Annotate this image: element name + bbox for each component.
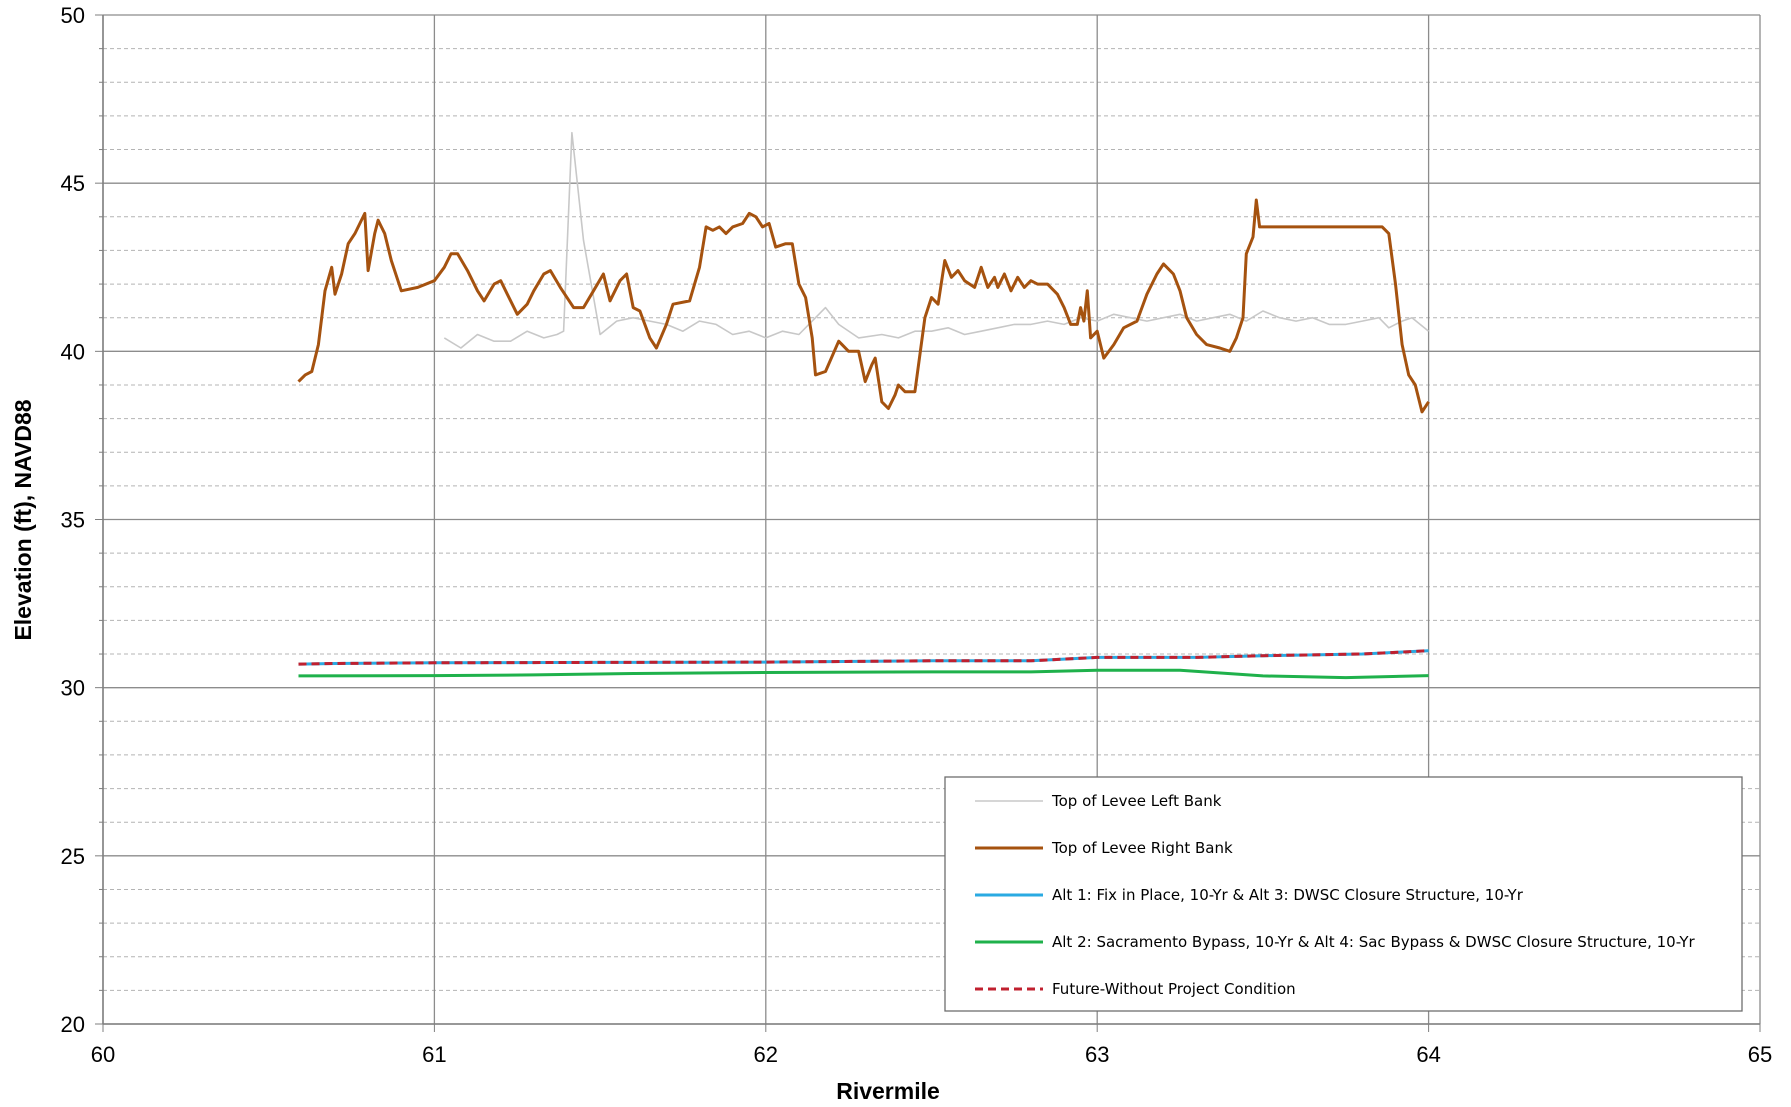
tick-labels: 20 25 30 35 40 45 50 60 61 62 63 64 65 [61,3,1773,1067]
x-tick-label: 65 [1748,1042,1772,1067]
series-layer [297,131,1430,680]
legend-label-3: Alt 1: Fix in Place, 10-Yr & Alt 3: DWSC… [1052,886,1524,904]
legend-label-2: Top of Levee Right Bank [1051,839,1233,857]
y-tick-label: 30 [61,676,85,701]
x-tick-label: 60 [91,1042,115,1067]
x-tick-label: 64 [1416,1042,1440,1067]
y-tick-label: 50 [61,3,85,28]
x-tick-label: 62 [754,1042,778,1067]
y-axis-title: Elevation (ft), NAVD88 [10,399,36,640]
y-tick-label: 45 [61,171,85,196]
legend: Top of Levee Left Bank Top of Levee Right… [944,776,1743,1012]
x-tick-label: 63 [1085,1042,1109,1067]
legend-label-5: Future-Without Project Condition [1052,980,1296,998]
x-axis-title: Rivermile [836,1078,940,1104]
series-line-2 [297,198,1430,414]
legend-box [944,776,1743,1012]
axes [95,14,1761,1032]
series-line-5 [298,649,1429,666]
y-tick-label: 25 [61,844,85,869]
y-tick-label: 20 [61,1012,85,1037]
y-tick-label: 35 [61,508,85,533]
series-line-4 [298,668,1429,680]
x-tick-label: 61 [422,1042,446,1067]
legend-label-1: Top of Levee Left Bank [1051,792,1222,810]
legend-label-4: Alt 2: Sacramento Bypass, 10-Yr & Alt 4:… [1052,933,1695,951]
series-line-1 [443,131,1430,349]
y-tick-label: 40 [61,339,85,364]
